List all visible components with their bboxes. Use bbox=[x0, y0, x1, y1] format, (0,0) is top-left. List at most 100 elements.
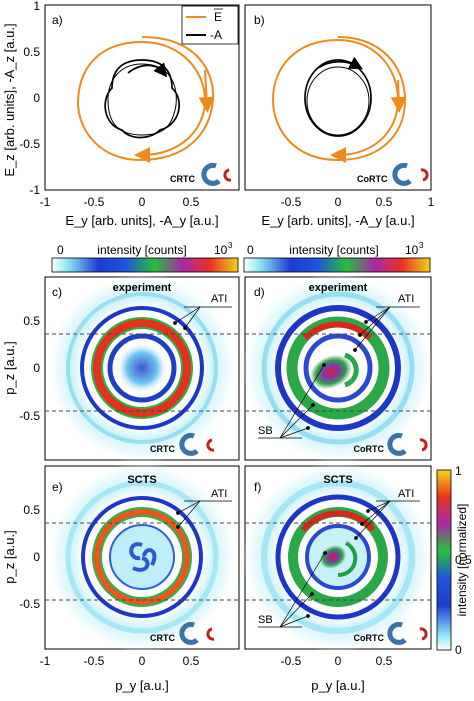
legend-a-label: -A bbox=[210, 28, 222, 42]
xtick-f-3: 0.5 bbox=[376, 654, 393, 668]
panel-f-title: SCTS bbox=[323, 474, 352, 486]
colorbar-normalized: 1 0.5 0 intensity [normalized] bbox=[436, 464, 472, 657]
f-sb-pointers bbox=[258, 551, 327, 628]
cbar-right-min: 0 bbox=[247, 243, 254, 257]
c-ring-outer bbox=[80, 306, 204, 430]
colorbar-counts-left: 0 intensity [counts] 10 3 bbox=[51, 241, 239, 273]
panel-a-label: a) bbox=[52, 13, 63, 27]
bottom-x-axis-left: -1 -0.5 0 0.5 bbox=[40, 654, 200, 668]
panel-c-label: c) bbox=[52, 285, 62, 299]
d-ring-inner bbox=[303, 333, 373, 403]
panel-b-tag: CoRTC bbox=[357, 174, 388, 184]
ytick-c-1: 0.5 bbox=[23, 314, 40, 328]
cbar-norm-label: intensity [normalized] bbox=[455, 504, 469, 617]
panel-b: b) CoRTC bbox=[244, 4, 432, 191]
d-central-blob bbox=[309, 354, 353, 390]
cbar-left-min: 0 bbox=[57, 243, 64, 257]
xtick-b-3: 0.5 bbox=[376, 195, 393, 209]
panel-f-label: f) bbox=[254, 480, 261, 494]
ytick-c-3: -0.5 bbox=[19, 409, 40, 423]
cbar-left-max: 10 bbox=[214, 243, 228, 257]
a-field-trace-b bbox=[304, 56, 372, 137]
panel-a: a) E -A CRTC bbox=[44, 4, 240, 191]
panel-c-ati: ATI bbox=[211, 293, 227, 305]
e-ati-pointers bbox=[176, 500, 232, 529]
legend-e-label: E bbox=[214, 10, 222, 24]
cbar-norm-tick-0: 0 bbox=[455, 643, 462, 657]
xtick-e-4: 0.5 bbox=[183, 654, 200, 668]
panel-d-title: experiment bbox=[309, 282, 368, 294]
f-central-blob bbox=[319, 545, 347, 569]
e-trefoil bbox=[129, 542, 157, 572]
f-swirl-arm bbox=[337, 541, 358, 577]
ytick-e-2: 0 bbox=[33, 550, 40, 564]
d-cortc-logo-icon bbox=[387, 432, 428, 456]
panel-c-tag: CRTC bbox=[150, 444, 175, 454]
xtick-b-4: 1 bbox=[428, 195, 435, 209]
c-crtc-logo-icon bbox=[179, 432, 215, 456]
e-ring-main bbox=[94, 509, 190, 605]
ytick-a-2: 0.5 bbox=[23, 45, 40, 59]
cbar-norm-tick-05: 0.5 bbox=[455, 553, 472, 567]
bottom-y-axis: 0.5 0 -0.5 bbox=[19, 503, 40, 611]
e-ring-outer bbox=[81, 496, 203, 618]
ytick-a-5: -1 bbox=[29, 183, 40, 197]
legend-box: E -A bbox=[181, 5, 239, 45]
e-field-trace-b bbox=[271, 36, 407, 163]
c-ati-pointers bbox=[173, 306, 232, 330]
cbar-norm-tick-1: 1 bbox=[455, 464, 462, 478]
panel-c-title: experiment bbox=[113, 282, 172, 294]
ytick-a-4: -0.5 bbox=[19, 137, 40, 151]
e-ring-inner bbox=[109, 524, 175, 590]
e-ring-outer-faint bbox=[65, 480, 219, 634]
cbar-left-gradient bbox=[51, 257, 239, 273]
cbar-left-label: intensity [counts] bbox=[97, 243, 186, 257]
ytick-e-3: -0.5 bbox=[19, 597, 40, 611]
ytick-a-1: 1 bbox=[33, 0, 40, 13]
cbar-norm-gradient bbox=[436, 469, 452, 651]
a-field-trace-a bbox=[104, 59, 181, 139]
ytick-a-3: 0 bbox=[33, 91, 40, 105]
panel-d-tag: CoRTC bbox=[354, 444, 385, 454]
top-x-axis-label-left: E_y [arb. units], -A_y [a.u.] bbox=[65, 213, 218, 228]
ytick-c-2: 0 bbox=[33, 361, 40, 375]
bottom-y-axis-label: p_z [a.u.] bbox=[2, 530, 17, 583]
d-ring-outer bbox=[275, 305, 401, 431]
xtick-b-1: -0.5 bbox=[281, 195, 302, 209]
d-ring-outer-faint bbox=[261, 291, 415, 445]
top-x-axis-label-right: E_y [arb. units], -A_y [a.u.] bbox=[261, 213, 414, 228]
panel-e-label: e) bbox=[52, 480, 63, 494]
c-ring-main bbox=[93, 319, 191, 417]
f-cortc-logo-icon bbox=[387, 621, 428, 645]
f-ring-outer bbox=[275, 494, 401, 620]
panel-b-label: b) bbox=[254, 13, 265, 27]
xtick-a-1: -1 bbox=[40, 195, 51, 209]
e-field-trace-a bbox=[76, 36, 215, 163]
panel-e-title: SCTS bbox=[127, 474, 156, 486]
panel-f-tag: CoRTC bbox=[354, 633, 385, 643]
panel-e: e) SCTS ATI CRTC bbox=[44, 462, 240, 652]
crtc-logo-icon bbox=[201, 162, 232, 186]
bottom-x-axis-label-right: p_y [a.u.] bbox=[311, 678, 364, 693]
ytick-e-1: 0.5 bbox=[23, 503, 40, 517]
panel-e-ati: ATI bbox=[211, 488, 227, 500]
panel-c: c) experiment ATI CRTC bbox=[44, 273, 240, 463]
xtick-a-4: 0.5 bbox=[183, 195, 200, 209]
panel-f: f) SCTS ATI SB CoRTC bbox=[243, 462, 433, 652]
xtick-f-1: -0.5 bbox=[281, 654, 302, 668]
cbar-right-gradient bbox=[243, 257, 431, 273]
cbar-right-max: 10 bbox=[405, 243, 419, 257]
d-ring-main-hot bbox=[302, 321, 373, 341]
xtick-b-2: 0 bbox=[335, 195, 342, 209]
cbar-right-label: intensity [counts] bbox=[289, 243, 378, 257]
top-y-axis: 1 0.5 0 -0.5 -1 bbox=[19, 0, 40, 197]
f-ati-pointers bbox=[354, 500, 420, 540]
cortc-logo-icon bbox=[392, 162, 429, 186]
top-y-axis-label: E_z [arb. units], -A_z [a.u.] bbox=[2, 23, 17, 176]
panel-d-ati: ATI bbox=[398, 293, 414, 305]
mid-y-axis-label: p_z [a.u.] bbox=[2, 341, 17, 394]
d-swirl-arm bbox=[343, 352, 359, 388]
xtick-a-2: -0.5 bbox=[84, 195, 105, 209]
top-x-axis-right: -0.5 0 0.5 1 bbox=[281, 195, 435, 209]
